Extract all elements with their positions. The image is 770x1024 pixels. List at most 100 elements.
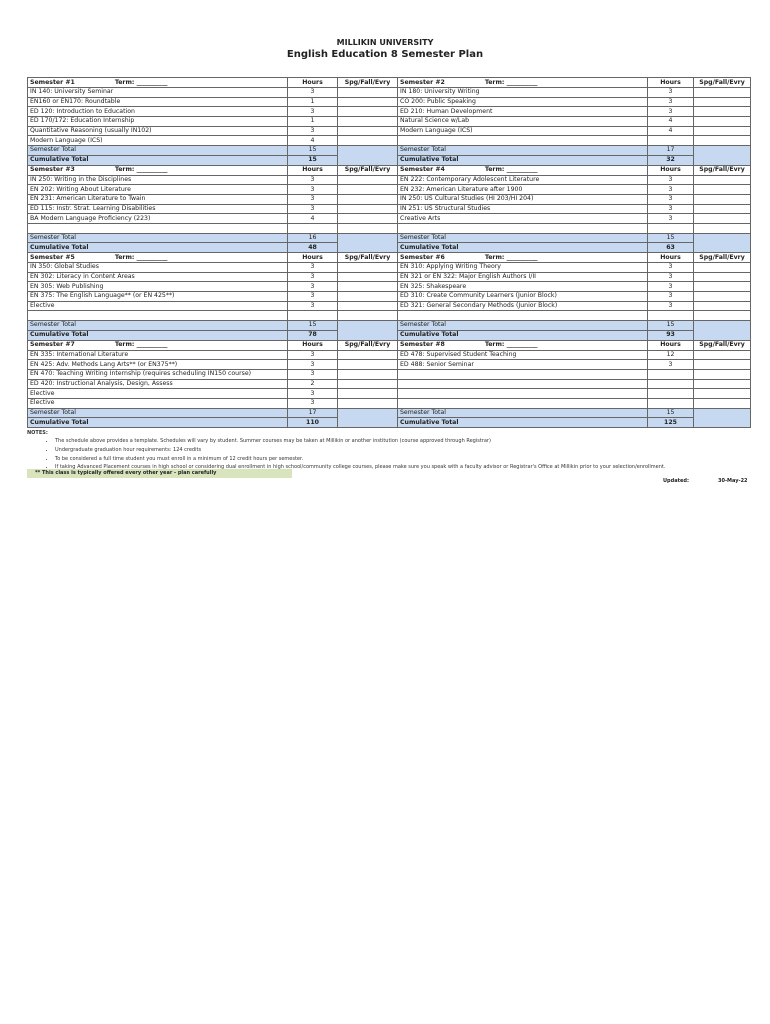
hours-header: Hours	[287, 252, 338, 263]
cumulative-total-value: 15	[287, 154, 338, 166]
note-item: The schedule above provides a template. …	[55, 437, 665, 446]
course-hours: 3	[647, 291, 694, 302]
course-hours: 3	[647, 87, 694, 98]
spg-fall-evry-cell	[337, 281, 398, 293]
course-name	[27, 310, 288, 322]
course-hours	[287, 310, 338, 322]
spg-fall-evry-cell	[693, 300, 751, 312]
course-name: Elective	[27, 388, 288, 399]
course-name: ED 321: General Secondary Methods (Junio…	[397, 300, 648, 312]
course-name: ED 488: Senior Seminar	[397, 359, 648, 370]
spg-fall-evry-cell	[693, 174, 751, 186]
semester-total-label: Semester Total	[27, 145, 288, 156]
course-hours: 3	[647, 281, 694, 293]
cumulative-total-row: Cumulative Total 15 Cumulative Total 32	[27, 154, 751, 166]
hours-header: Hours	[287, 77, 338, 88]
semester-name: Semester #7	[30, 341, 75, 348]
course-name: ED 115: Instr. Strat. Learning Disabilit…	[27, 203, 288, 215]
course-hours: 4	[647, 116, 694, 127]
spg-fall-evry-header: Spg/Fall/Evry	[693, 77, 751, 88]
cumulative-total-value: 110	[287, 417, 338, 428]
semester-header-row: Semester #5 Term: __________ Hours Spg/Fall…	[27, 252, 751, 263]
semester-total-label: Semester Total	[397, 320, 648, 331]
term-field[interactable]: Term: __________	[484, 341, 538, 348]
course-hours: 3	[647, 262, 694, 273]
course-name: IN 350: Global Studies	[27, 262, 288, 273]
semester-total-label: Semester Total	[27, 232, 288, 244]
spg-fall-evry-header: Spg/Fall/Evry	[337, 339, 398, 351]
spg-fall-evry-cell	[693, 388, 751, 399]
spg-fall-evry-cell	[693, 368, 751, 380]
semester-total-row: Semester Total 17 Semester Total 15	[27, 407, 751, 429]
course-hours: 3	[647, 271, 694, 283]
term-field[interactable]: Term: __________	[484, 166, 538, 173]
term-field[interactable]: Term: __________	[484, 253, 538, 261]
total-spacer-cell	[693, 407, 751, 429]
cumulative-total-value: 32	[647, 154, 694, 166]
spg-fall-evry-cell	[337, 184, 398, 195]
course-hours: 3	[647, 193, 694, 205]
course-name	[397, 310, 648, 322]
semester-name-cell: Semester #3 Term: __________	[27, 164, 288, 176]
every-other-year-warning: ** This class is typically offered every…	[27, 469, 292, 478]
spg-fall-evry-cell	[337, 388, 398, 399]
course-hours: 3	[647, 203, 694, 215]
cumulative-total-value: 48	[287, 242, 338, 253]
spg-fall-evry-cell	[337, 87, 398, 98]
course-hours: 3	[287, 368, 338, 380]
term-field[interactable]: Term: __________	[114, 166, 168, 173]
semester-name-cell: Semester #2 Term: __________	[397, 77, 648, 88]
course-name: EN 325: Shakespeare	[397, 281, 648, 293]
course-name: EN 231: American Literature to Twain	[27, 193, 288, 205]
cumulative-total-label: Cumulative Total	[27, 242, 288, 253]
course-hours: 3	[287, 262, 338, 273]
term-field[interactable]: Term: __________	[114, 341, 168, 348]
semester-total-row: Semester Total 16 Semester Total 15	[27, 232, 751, 254]
semester-name: Semester #5	[30, 253, 75, 261]
spg-fall-evry-cell	[337, 135, 398, 147]
spg-fall-evry-cell	[693, 116, 751, 127]
course-row: EN 231: American Literature to Twain 3 IN …	[27, 193, 751, 205]
course-hours: 3	[287, 397, 338, 409]
cumulative-total-value: 63	[647, 242, 694, 253]
term-field[interactable]: Term: __________	[114, 253, 168, 261]
term-field[interactable]: Term: __________	[484, 78, 538, 86]
total-spacer-cell	[337, 145, 398, 166]
spg-fall-evry-cell	[693, 397, 751, 409]
course-row: ED 115: Instr. Strat. Learning Disabilit…	[27, 203, 751, 215]
spg-fall-evry-cell	[337, 262, 398, 273]
spg-fall-evry-cell	[693, 310, 751, 322]
course-row: EN 305: Web Publishing 3 EN 325: Shakespea…	[27, 281, 751, 293]
total-spacer-cell	[693, 320, 751, 341]
course-name	[397, 222, 648, 234]
course-hours	[647, 378, 694, 390]
term-field[interactable]: Term: __________	[114, 78, 168, 86]
course-name: ED 170/172: Education Internship	[27, 116, 288, 127]
cumulative-total-label: Cumulative Total	[27, 329, 288, 341]
course-name	[397, 397, 648, 409]
course-row: EN 335: International Literature 3 ED 478:…	[27, 349, 751, 361]
semester-total-label: Semester Total	[27, 407, 288, 419]
course-hours: 1	[287, 96, 338, 108]
semester-total-value: 15	[647, 407, 694, 419]
course-row: Modern Language (ICS) 4	[27, 135, 751, 147]
course-name: Elective	[27, 397, 288, 409]
semester-name-cell: Semester #1 Term: __________	[27, 77, 288, 88]
course-hours: 3	[287, 300, 338, 312]
cumulative-total-label: Cumulative Total	[27, 154, 288, 166]
semester-total-row: Semester Total 15 Semester Total 17	[27, 145, 751, 166]
spg-fall-evry-cell	[693, 184, 751, 195]
spg-fall-evry-cell	[693, 359, 751, 370]
course-row: IN 250: Writing in the Disciplines 3 EN 22…	[27, 174, 751, 186]
course-hours	[647, 397, 694, 409]
semester-name-cell: Semester #5 Term: __________	[27, 252, 288, 263]
course-row: Quantitative Reasoning (usually IN102) 3 M…	[27, 125, 751, 137]
course-name: EN 335: International Literature	[27, 349, 288, 361]
course-hours: 3	[647, 174, 694, 186]
note-item: Undergraduate graduation hour requiremen…	[55, 446, 665, 455]
semester-header-row: Semester #7 Term: __________ Hours Spg/Fall…	[27, 339, 751, 351]
semester-name: Semester #6	[400, 253, 445, 261]
course-hours: 4	[647, 125, 694, 137]
spg-fall-evry-cell	[337, 96, 398, 108]
course-name: EN 470: Teaching Writing Internship (req…	[27, 368, 288, 380]
